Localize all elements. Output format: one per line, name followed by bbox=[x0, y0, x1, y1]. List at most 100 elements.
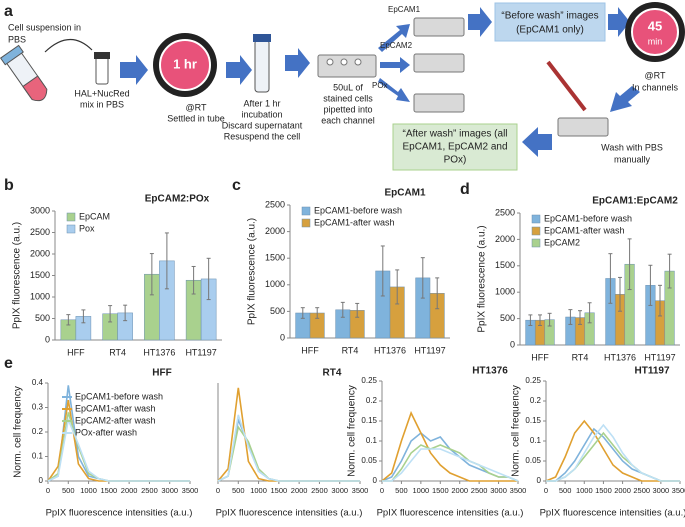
x-tick-label: 2000 bbox=[291, 486, 308, 495]
y-tick-label: 2500 bbox=[265, 199, 285, 209]
y-tick-label: 0 bbox=[510, 339, 515, 349]
diagram-text: EpCAM1, EpCAM2 and bbox=[402, 142, 507, 153]
series-line bbox=[545, 419, 680, 482]
diagram-text: (EpCAM1 only) bbox=[516, 25, 584, 36]
legend-swatch bbox=[301, 206, 311, 216]
legend-swatch bbox=[301, 218, 311, 228]
chart-title: HT1376 bbox=[472, 366, 508, 377]
x-tick-label: 2500 bbox=[141, 486, 158, 495]
x-tick-label: 2000 bbox=[451, 486, 468, 495]
arrow bbox=[522, 127, 552, 157]
diagram-text: mix in PBS bbox=[80, 99, 124, 109]
diagram-text: “Before wash” images bbox=[501, 11, 598, 22]
series-line bbox=[217, 425, 360, 482]
x-tick-label: 1000 bbox=[80, 486, 97, 495]
x-tick-label: RT4 bbox=[572, 352, 589, 362]
panel-label: e bbox=[4, 355, 13, 372]
y-tick-label: 500 bbox=[35, 313, 50, 323]
chart-title: EpCAM1:EpCAM2 bbox=[592, 196, 678, 207]
y-tick-label: 2500 bbox=[30, 227, 50, 237]
y-axis-label: PpIX fluorescence (a.u.) bbox=[247, 218, 258, 325]
diagram-text: incubation bbox=[241, 109, 282, 119]
legend-label: EpCAM1-after wash bbox=[544, 225, 625, 235]
y-axis-label: PpIX fluorescence (a.u.) bbox=[477, 225, 488, 332]
legend-swatch bbox=[531, 226, 541, 236]
series-line bbox=[382, 448, 519, 482]
legend-label: EpCAM bbox=[79, 211, 110, 221]
y-tick-label: 1000 bbox=[495, 287, 515, 297]
x-tick-label: 500 bbox=[62, 486, 75, 495]
pipette-icon bbox=[546, 60, 587, 112]
diagram-text: HAL+NucRed bbox=[74, 88, 129, 98]
arrow bbox=[610, 86, 640, 112]
arrow bbox=[120, 55, 148, 85]
x-tick-label: HFF bbox=[531, 352, 549, 362]
y-tick-label: 0 bbox=[373, 476, 378, 485]
timer-label: 45 bbox=[648, 18, 662, 33]
panel-label: b bbox=[4, 177, 14, 194]
pour-arrow bbox=[44, 38, 93, 53]
chart: 0 500 1000 1500 2000 2500 PpIX fluorescence (a… bbox=[477, 196, 680, 362]
arrow bbox=[378, 78, 410, 102]
diagram-text: stained cells bbox=[323, 93, 373, 103]
y-tick-label: 0.15 bbox=[361, 416, 377, 425]
y-tick-label: 0.05 bbox=[525, 456, 541, 465]
vial-cap bbox=[94, 52, 110, 59]
diagram-text: Wash with PBS bbox=[601, 142, 663, 152]
x-tick-label: 3000 bbox=[331, 486, 348, 495]
series-line bbox=[217, 387, 360, 482]
tube-icon bbox=[0, 44, 48, 102]
chart: 0 500 1000 1500 2000 2500 3000 PpIX fluorescenc… bbox=[12, 194, 222, 357]
y-tick-label: 2500 bbox=[495, 207, 515, 217]
timer-label: min bbox=[648, 36, 663, 46]
chart: 0 0.1 0.2 0.3 0.4 Norm. cell frequency HFF 0 500… bbox=[13, 368, 199, 519]
x-tick-label: 3500 bbox=[182, 486, 199, 495]
y-tick-label: 2000 bbox=[265, 226, 285, 236]
x-tick-label: 500 bbox=[559, 486, 572, 495]
y-axis-label: Norm. cell frequency bbox=[511, 385, 522, 477]
x-tick-label: 2500 bbox=[311, 486, 328, 495]
diagram-text: POx) bbox=[444, 155, 467, 166]
x-axis-label: PpIX fluorescence intensities (a.u.) bbox=[377, 508, 524, 519]
x-axis-label: PpIX fluorescence intensities (a.u.) bbox=[216, 508, 363, 519]
x-tick-label: 1000 bbox=[576, 486, 593, 495]
chart: 0 500 1000 1500 2000 2500 PpIX fluorescence (a… bbox=[247, 188, 450, 355]
y-tick-label: 500 bbox=[500, 313, 515, 323]
y-tick-label: 0 bbox=[39, 476, 44, 485]
panel-label: a bbox=[4, 3, 13, 20]
channel-label: EpCAM2 bbox=[380, 41, 413, 50]
channel-label: EpCAM1 bbox=[388, 5, 421, 14]
tube-cap bbox=[253, 34, 271, 42]
x-tick-label: 1500 bbox=[271, 486, 288, 495]
tube-icon bbox=[254, 39, 270, 93]
chart-title: RT4 bbox=[323, 368, 342, 379]
legend-label: EpCAM1-after wash bbox=[314, 217, 395, 227]
y-tick-label: 0.1 bbox=[32, 452, 44, 461]
legend-label: EpCAM1-before wash bbox=[544, 213, 632, 223]
workflow-diagram bbox=[0, 2, 685, 171]
y-tick-label: 0.2 bbox=[366, 396, 378, 405]
x-tick-label: 1000 bbox=[413, 486, 430, 495]
x-tick-label: HT1376 bbox=[604, 352, 636, 362]
x-tick-label: HFF bbox=[67, 347, 85, 357]
y-tick-label: 1000 bbox=[30, 291, 50, 301]
x-tick-label: 0 bbox=[46, 486, 50, 495]
chart-title: EpCAM1 bbox=[384, 188, 426, 199]
chip-icon bbox=[413, 17, 465, 113]
arrow bbox=[226, 55, 252, 85]
y-tick-label: 0.1 bbox=[530, 436, 542, 445]
x-tick-label: HT1197 bbox=[644, 352, 675, 362]
after-wash-box bbox=[392, 123, 518, 171]
legend-label: EpCAM1-after wash bbox=[75, 403, 156, 413]
legend-label: Pox bbox=[79, 223, 95, 233]
y-tick-label: 1000 bbox=[265, 279, 285, 289]
arrow bbox=[380, 57, 410, 73]
x-tick-label: 0 bbox=[544, 486, 548, 495]
x-tick-label: 2000 bbox=[121, 486, 138, 495]
y-axis-label: PpIX fluorescence (a.u.) bbox=[12, 222, 23, 329]
diagram-text: each channel bbox=[321, 115, 375, 125]
timer-label: 1 hr bbox=[173, 56, 197, 71]
arrow bbox=[608, 7, 630, 37]
x-tick-label: 1500 bbox=[432, 486, 449, 495]
y-tick-label: 0.1 bbox=[366, 436, 378, 445]
